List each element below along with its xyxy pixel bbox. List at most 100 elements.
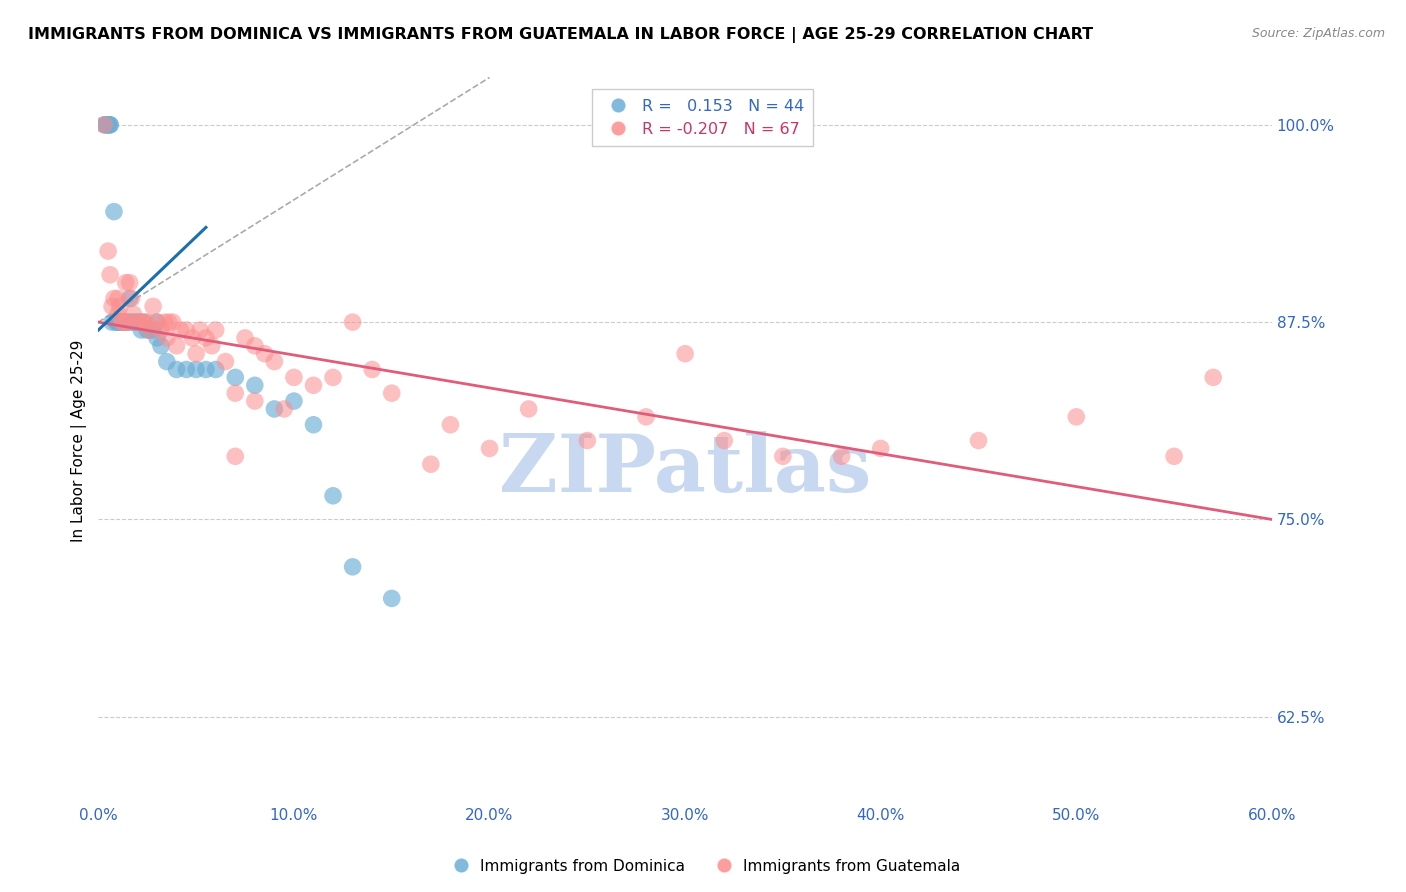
Point [869, 442, 891, 456]
Point [243, 378, 266, 392]
Point [169, 323, 191, 337]
Point [103, 292, 125, 306]
Point [224, 370, 246, 384]
Point [156, 354, 179, 368]
Point [186, 347, 208, 361]
Point [112, 315, 135, 329]
Point [146, 315, 169, 329]
Point [162, 315, 184, 329]
Point [157, 315, 180, 329]
Point [478, 442, 501, 456]
Point [181, 331, 204, 345]
Point [283, 394, 305, 409]
Point [97, 118, 120, 132]
Point [98, 118, 121, 132]
Point [166, 362, 188, 376]
Point [117, 315, 139, 329]
Point [166, 339, 188, 353]
Point [263, 401, 285, 416]
Point [243, 394, 266, 409]
Text: IMMIGRANTS FROM DOMINICA VS IMMIGRANTS FROM GUATEMALA IN LABOR FORCE | AGE 25-29: IMMIGRANTS FROM DOMINICA VS IMMIGRANTS F… [28, 27, 1094, 43]
Point [108, 315, 131, 329]
Point [98, 268, 121, 282]
Point [283, 370, 305, 384]
Point [128, 315, 150, 329]
Point [136, 323, 159, 337]
Point [273, 401, 295, 416]
Point [132, 315, 155, 329]
Point [108, 299, 131, 313]
Point [204, 323, 226, 337]
Point [517, 401, 540, 416]
Point [201, 339, 224, 353]
Point [361, 362, 384, 376]
Point [138, 323, 160, 337]
Point [967, 434, 990, 448]
Point [576, 434, 599, 448]
Text: Source: ZipAtlas.com: Source: ZipAtlas.com [1251, 27, 1385, 40]
Point [233, 331, 256, 345]
Point [186, 362, 208, 376]
Point [176, 323, 198, 337]
Point [224, 450, 246, 464]
Point [111, 315, 134, 329]
Point [381, 591, 404, 606]
Point [194, 362, 217, 376]
Point [194, 331, 217, 345]
Point [118, 292, 141, 306]
Point [112, 315, 135, 329]
Point [122, 315, 145, 329]
Point [114, 315, 136, 329]
Point [121, 315, 143, 329]
Point [322, 370, 344, 384]
Point [138, 323, 160, 337]
Point [142, 299, 165, 313]
Point [117, 315, 139, 329]
Point [214, 354, 236, 368]
Point [188, 323, 211, 337]
Point [98, 118, 121, 132]
Point [263, 354, 285, 368]
Point [122, 307, 145, 321]
Point [146, 331, 169, 345]
Point [1202, 370, 1225, 384]
Point [176, 362, 198, 376]
Point [149, 339, 172, 353]
Point [107, 315, 129, 329]
Legend: Immigrants from Dominica, Immigrants from Guatemala: Immigrants from Dominica, Immigrants fro… [439, 853, 967, 880]
Point [127, 315, 149, 329]
Point [381, 386, 404, 401]
Point [831, 450, 853, 464]
Point [93, 118, 115, 132]
Point [204, 362, 226, 376]
Point [253, 347, 276, 361]
Point [1163, 450, 1185, 464]
Point [97, 244, 120, 258]
Point [118, 276, 141, 290]
Point [131, 315, 153, 329]
Point [634, 409, 657, 424]
Point [101, 315, 124, 329]
Point [772, 450, 794, 464]
Point [127, 315, 149, 329]
Point [149, 323, 172, 337]
Point [146, 315, 169, 329]
Y-axis label: In Labor Force | Age 25-29: In Labor Force | Age 25-29 [72, 339, 87, 541]
Point [243, 339, 266, 353]
Point [107, 292, 129, 306]
Point [136, 315, 159, 329]
Point [97, 118, 120, 132]
Point [439, 417, 461, 432]
Point [96, 118, 118, 132]
Point [713, 434, 735, 448]
Point [107, 307, 129, 321]
Point [1066, 409, 1088, 424]
Point [342, 559, 364, 574]
Point [96, 118, 118, 132]
Point [111, 315, 134, 329]
Point [93, 118, 115, 132]
Point [131, 323, 153, 337]
Point [107, 315, 129, 329]
Point [302, 378, 325, 392]
Point [322, 489, 344, 503]
